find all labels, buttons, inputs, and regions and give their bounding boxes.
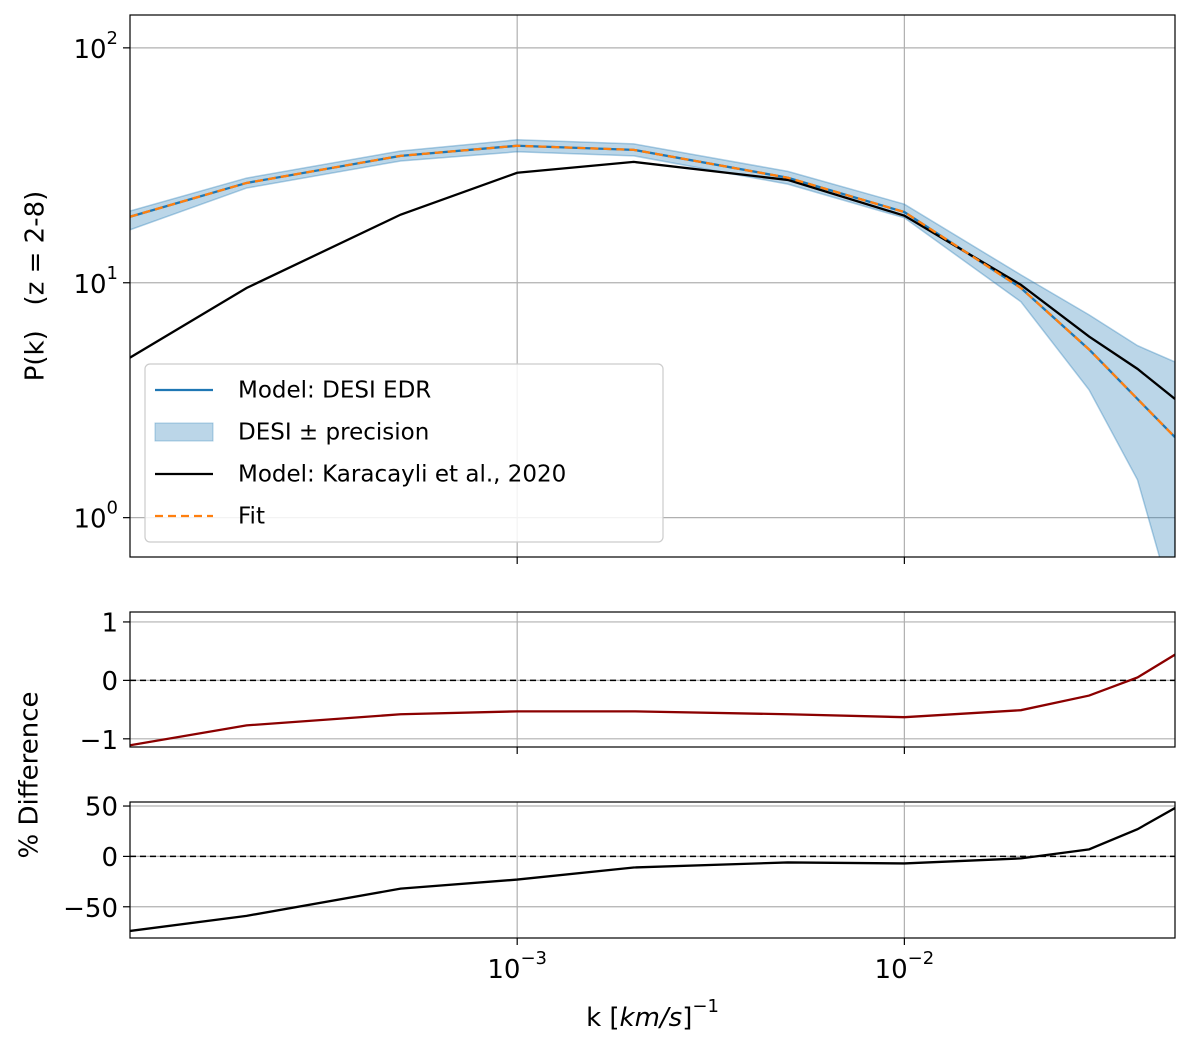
tick-label: 101 <box>73 263 118 300</box>
plot-area <box>130 653 1175 747</box>
x-label-close: ] <box>682 1003 692 1033</box>
tick-label: 0 <box>101 667 118 697</box>
plot-area <box>130 139 1175 557</box>
legend-box <box>144 363 664 543</box>
tick-label-base: 10 <box>73 34 106 64</box>
tick-label-base: 10 <box>487 955 520 985</box>
y-axis-label: P(k) (z = 2-8) <box>21 191 51 382</box>
x-axis-label: k [km/s]−1 <box>586 996 719 1033</box>
legend-label: Model: DESI EDR <box>238 378 431 404</box>
tick-label-base: −1 <box>80 725 118 755</box>
tick-label: 10−2 <box>875 948 935 985</box>
tick-label: −1 <box>80 725 118 755</box>
tick-label-exponent: −2 <box>908 948 935 969</box>
tick-label: 0 <box>101 843 118 873</box>
x-label-text: k [ <box>586 1003 619 1033</box>
tick-label: 10−3 <box>487 948 547 985</box>
tick-label: 102 <box>73 28 118 65</box>
line <box>130 160 1175 400</box>
legend-swatch <box>154 422 214 442</box>
tick-label-base: 10 <box>73 269 106 299</box>
legend-label: Fit <box>238 504 265 530</box>
x-label-exponent: −1 <box>692 996 719 1017</box>
tick-label: 100 <box>73 498 118 535</box>
line <box>130 807 1175 933</box>
tick-label-exponent: 1 <box>107 263 118 284</box>
x-label-unit: km/s <box>620 1003 683 1033</box>
tick-label-exponent: 2 <box>107 28 118 49</box>
tick-label: 1 <box>101 608 118 638</box>
axes-frame <box>129 801 1176 939</box>
axes-frame <box>129 14 1176 558</box>
axes-frame <box>129 611 1176 748</box>
band <box>130 139 1175 557</box>
tick-label-base: −50 <box>63 893 118 923</box>
legend-label: DESI ± precision <box>238 420 429 446</box>
y-axis-label: % Difference <box>15 691 45 858</box>
tick-label-exponent: −3 <box>520 948 547 969</box>
tick-label-base: 10 <box>875 955 908 985</box>
line <box>130 653 1175 747</box>
tick-label: −50 <box>63 893 118 923</box>
tick-label-exponent: 0 <box>107 498 118 519</box>
tick-label-base: 10 <box>73 504 106 534</box>
line <box>130 144 1175 439</box>
plot-area <box>130 807 1175 933</box>
legend-label: Model: Karacayli et al., 2020 <box>238 462 566 488</box>
tick-label: 50 <box>85 793 118 823</box>
